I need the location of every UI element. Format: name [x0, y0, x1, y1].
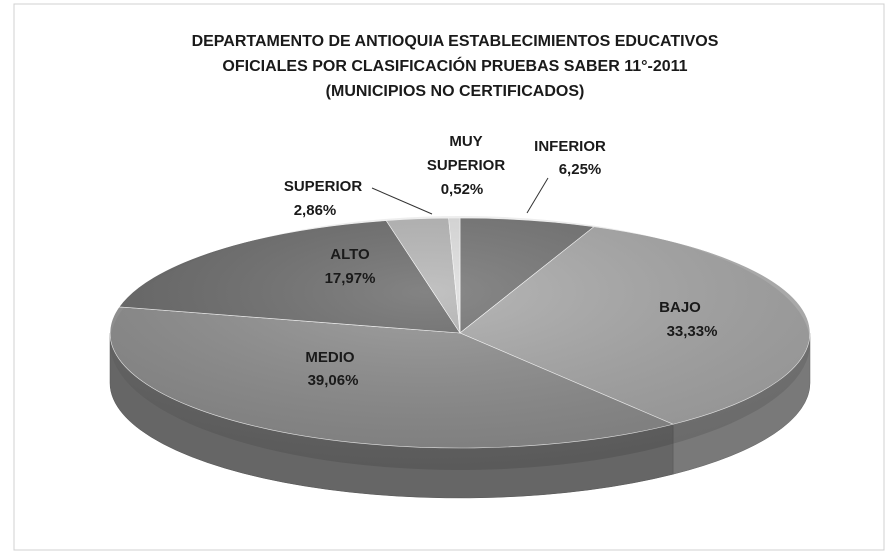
frame	[13, 3, 885, 551]
value-label: 33,33%	[667, 323, 718, 340]
chart-title: OFICIALES POR CLASIFICACIÓN PRUEBAS SABE…	[222, 56, 687, 75]
value-label: 2,86%	[294, 202, 337, 219]
value-label: 17,97%	[325, 270, 376, 287]
value-label: 39,06%	[308, 372, 359, 389]
slice-label: INFERIOR	[534, 138, 606, 155]
slice-label: MEDIO	[305, 349, 355, 366]
chart-title: DEPARTAMENTO DE ANTIOQUIA ESTABLECIMIENT…	[192, 33, 719, 50]
slice-label: ALTO	[330, 246, 370, 263]
value-label: 0,52%	[441, 181, 484, 198]
slice-label: BAJO	[659, 299, 701, 316]
slice-label: SUPERIOR	[284, 178, 363, 195]
value-label: 6,25%	[559, 161, 602, 178]
leader-line	[526, 177, 549, 214]
slice-label: MUY SUPERIOR	[427, 133, 506, 174]
leader-line	[371, 187, 433, 215]
chart-title: (MUNICIPIOS NO CERTIFICADOS)	[326, 83, 585, 100]
